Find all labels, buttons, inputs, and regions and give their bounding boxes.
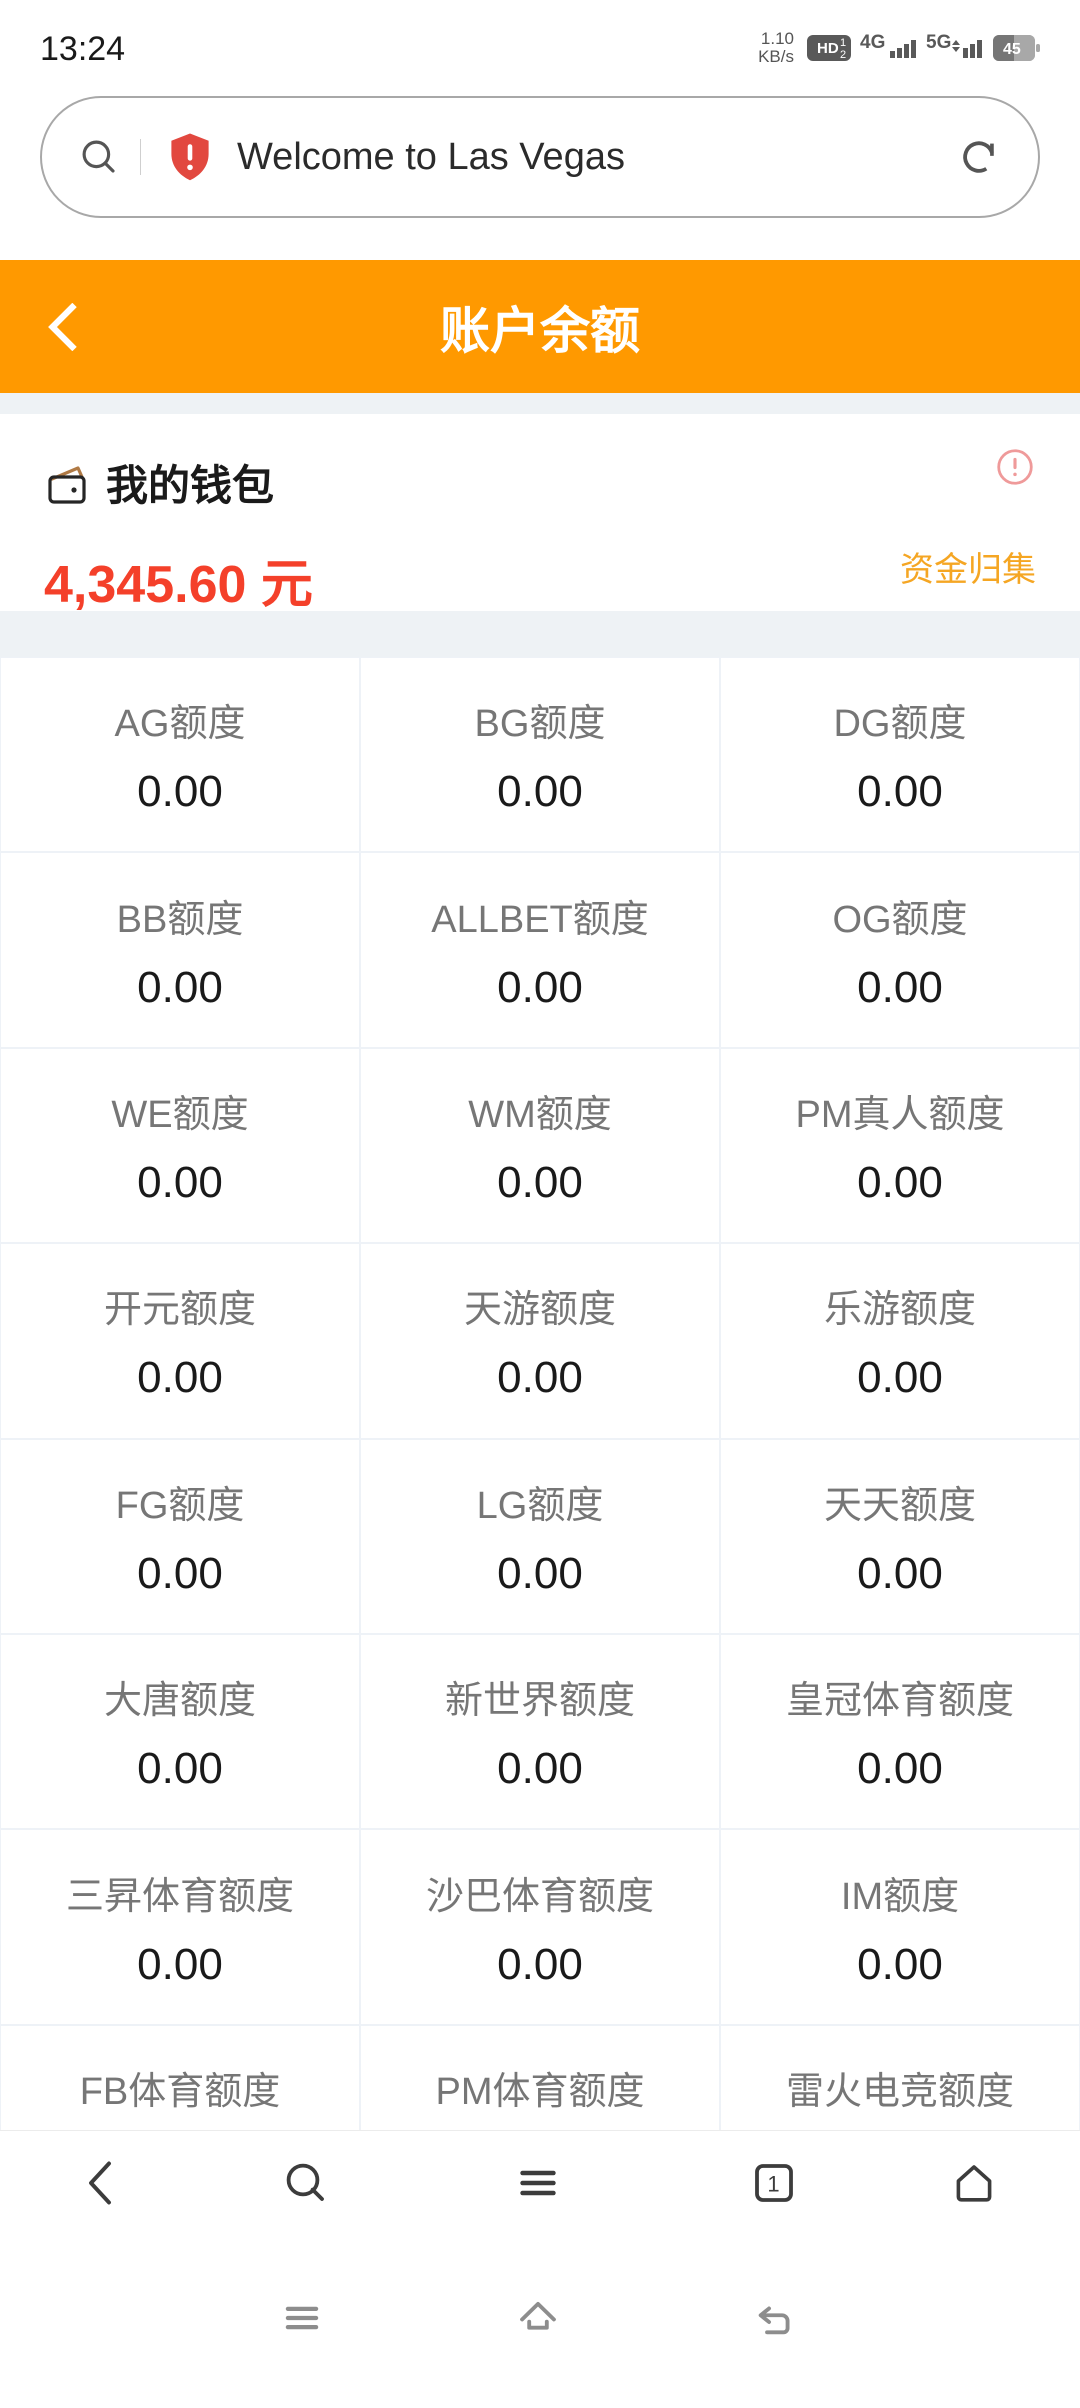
svg-text:HD: HD [817,40,839,57]
svg-text:4G: 4G [860,34,885,53]
svg-text:1: 1 [767,2172,779,2197]
svg-text:1: 1 [840,37,846,49]
svg-text:45: 45 [1003,41,1021,58]
svg-text:5G: 5G [926,34,951,53]
svg-text:2: 2 [840,49,846,61]
